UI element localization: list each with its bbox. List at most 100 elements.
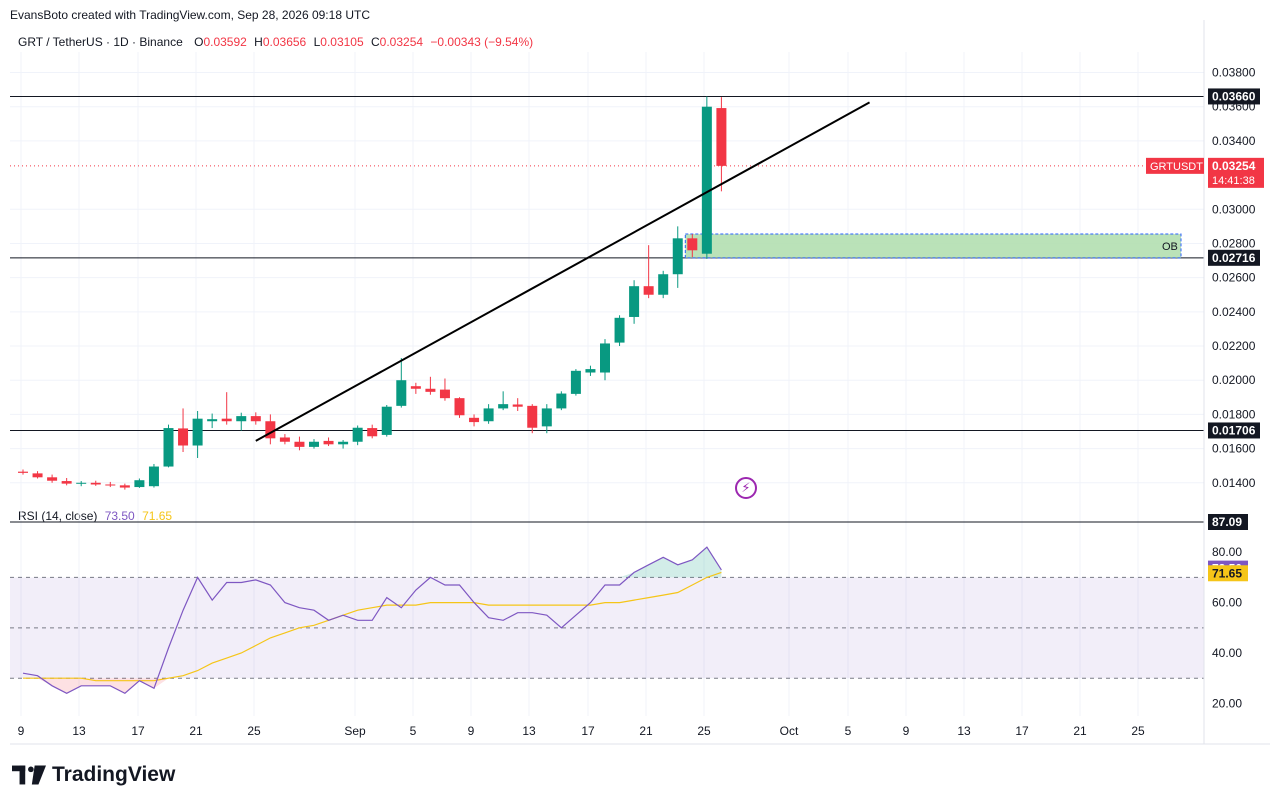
candle-body (701, 106, 712, 254)
candle-body (90, 482, 101, 485)
symbol-tag-box (1146, 157, 1204, 174)
rsi-tick-label: 80.00 (1212, 545, 1242, 559)
time-tick-label: 17 (131, 724, 145, 738)
rsi-level-label: 87.09 (1212, 515, 1242, 529)
symbol-tag: GRTUSDT (1150, 161, 1203, 173)
candle-body (294, 441, 305, 447)
time-tick-label: 9 (18, 724, 25, 738)
time-tick-label: 21 (1073, 724, 1087, 738)
candle-body (207, 419, 218, 422)
time-tick-label: 13 (522, 724, 536, 738)
time-tick-label: 17 (581, 724, 595, 738)
rsi-level-box (1208, 565, 1248, 582)
current-price-box (1208, 157, 1264, 188)
candle-body (163, 428, 174, 467)
open-value: 0.03592 (203, 35, 247, 49)
candle-body (454, 398, 465, 416)
chart-created-caption: EvansBoto created with TradingView.com, … (10, 8, 370, 22)
candle-body (658, 274, 669, 295)
time-tick-label: 9 (468, 724, 475, 738)
rsi-level-label: 71.65 (1212, 566, 1242, 580)
candle-body (381, 406, 392, 435)
candle-body (178, 428, 189, 446)
symbol-legend[interactable]: GRT / TetherUS · 1D · Binance O0.03592 H… (18, 35, 533, 49)
tradingview-footer: TradingView (12, 763, 175, 787)
candle-body (338, 441, 349, 445)
candle-body (425, 388, 436, 392)
current-price-label: 0.03254 (1212, 159, 1256, 173)
candle-body (585, 369, 596, 373)
candle-body (18, 471, 28, 473)
lightning-icon[interactable]: ⚡ (735, 477, 757, 499)
level-label-box (1208, 249, 1260, 266)
rsi-tick-label: 20.00 (1212, 696, 1242, 710)
tradingview-logo-icon (12, 765, 46, 785)
candle-body (61, 481, 72, 484)
candle-body (600, 343, 610, 373)
countdown-label: 14:41:38 (1212, 175, 1255, 187)
level-label: 0.01706 (1212, 423, 1256, 437)
price-tick-label: 0.02400 (1212, 305, 1256, 319)
time-tick-label: 13 (72, 724, 86, 738)
candle-body (279, 437, 290, 442)
time-tick-label: 9 (903, 724, 910, 738)
tradingview-brand: TradingView (52, 763, 176, 786)
candle-body (570, 370, 581, 394)
close-value: 0.03254 (379, 35, 424, 49)
candle-body (367, 428, 378, 437)
candle-body (672, 238, 683, 275)
high-label: H (254, 35, 263, 49)
axes: 9 13 17 21 25 Sep 5 9 13 17 21 25 Oct 5 9 13 17 21 25 0.038… (10, 20, 1270, 745)
candle-body (192, 418, 203, 446)
time-tick-label: Oct (780, 724, 799, 738)
rsi-legend[interactable]: RSI (14, close) 73.50 71.65 (18, 509, 172, 523)
candle-body (469, 417, 480, 423)
candle-body (687, 238, 698, 251)
level-label-box (1208, 422, 1260, 439)
price-tick-label: 0.02800 (1212, 236, 1256, 250)
rsi-title[interactable]: RSI (14, close) (18, 509, 98, 523)
rsi-pane[interactable] (10, 546, 1204, 695)
price-tick-label: 0.02000 (1212, 373, 1256, 387)
level-label-box (1208, 88, 1260, 105)
symbol-title[interactable]: GRT / TetherUS · 1D · Binance (18, 35, 183, 49)
price-pane[interactable]: OB (10, 95, 1204, 490)
candle-body (614, 317, 625, 343)
candle-body (498, 404, 509, 409)
order-block-zone (684, 233, 1182, 259)
rsi-tick-label: 40.00 (1212, 646, 1242, 660)
candle-body (265, 421, 276, 439)
time-tick-label: 17 (1015, 724, 1029, 738)
time-tick-label: Sep (344, 724, 366, 738)
time-tick-label: 25 (1131, 724, 1145, 738)
candle-body (221, 418, 232, 422)
open-label: O (194, 35, 204, 49)
time-tick-label: 21 (189, 724, 203, 738)
price-tick-label: 0.01400 (1212, 476, 1256, 490)
price-tick-label: 0.03400 (1212, 134, 1256, 148)
candle-body (396, 380, 407, 406)
rsi-overbought-fill (23, 547, 722, 578)
candle-body (527, 405, 538, 428)
low-value: 0.03105 (320, 35, 364, 49)
time-tick-label: 5 (845, 724, 852, 738)
candle-body (541, 408, 552, 427)
level-label: 0.02716 (1212, 251, 1256, 265)
candle-body (76, 482, 87, 484)
close-label: C (371, 35, 380, 49)
candle-body (483, 408, 494, 422)
rsi-line (22, 546, 722, 695)
rsi-level-box (1208, 514, 1248, 530)
rsi-legend-value: 73.50 (104, 509, 135, 523)
level-label: 0.03660 (1212, 89, 1256, 103)
candle-body (148, 466, 159, 487)
price-tick-label: 0.03800 (1212, 66, 1256, 80)
order-block-label: OB (1162, 241, 1178, 253)
candle-body (716, 108, 727, 166)
candle-body (643, 286, 654, 295)
trendline (255, 101, 871, 442)
price-tick-label: 0.02600 (1212, 271, 1256, 285)
candle-body (309, 441, 319, 447)
high-value: 0.03656 (262, 35, 307, 49)
